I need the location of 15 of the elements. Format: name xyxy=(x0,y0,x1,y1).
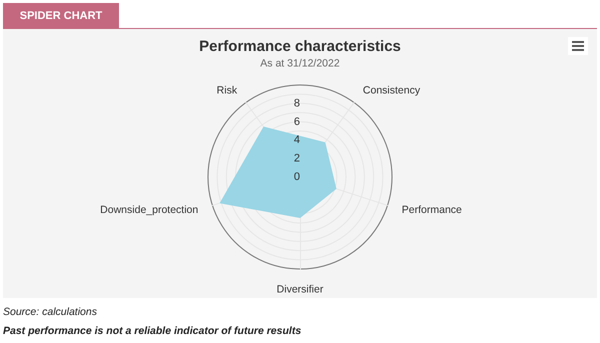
spoke-label: Risk xyxy=(216,84,238,96)
y-tick-label: 0 xyxy=(294,171,300,183)
y-tick-label: 2 xyxy=(294,152,300,165)
spoke-label: Performance xyxy=(402,204,462,216)
text: Past performance is not a reliable indicator of future results xyxy=(3,325,302,337)
y-tick-label: 6 xyxy=(294,116,300,128)
y-tick-label: 8 xyxy=(294,97,300,110)
chart-subtitle: As at 31/12/2022 xyxy=(260,58,340,70)
spoke-label: Downside_protection xyxy=(100,204,198,216)
spoke-label: Consistency xyxy=(362,84,421,96)
y-tick-label: 4 xyxy=(294,134,300,146)
spoke-label: Diversifier xyxy=(276,284,324,296)
text: SPIDER CHART xyxy=(3,3,119,29)
chart-title: Performance characteristics xyxy=(199,38,401,55)
source-note: Source: calculations xyxy=(3,306,97,318)
